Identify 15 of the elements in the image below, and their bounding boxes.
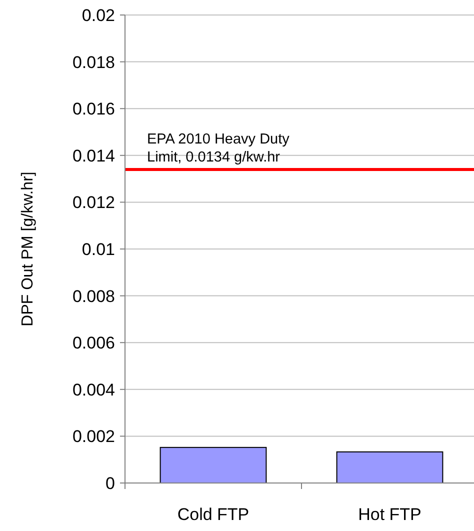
y-tick-label: 0.016 xyxy=(72,100,115,119)
y-tick-label: 0.002 xyxy=(72,427,115,446)
x-tick-label: Hot FTP xyxy=(358,505,422,524)
y-tick-label: 0.018 xyxy=(72,52,115,72)
y-tick-label: 0.006 xyxy=(72,334,115,353)
y-tick-label: 0.01 xyxy=(82,240,115,259)
y-tick-label: 0.02 xyxy=(82,6,115,25)
y-tick-label: 0.008 xyxy=(72,286,115,306)
y-tick-label: 0 xyxy=(106,474,115,493)
y-axis-title: DPF Out PM [g/kw.hr] xyxy=(20,172,37,326)
y-tick-label: 0.004 xyxy=(72,380,115,400)
x-tick-label: Cold FTP xyxy=(177,505,250,524)
y-tick-label: 0.014 xyxy=(72,146,115,166)
ref-line-label: EPA 2010 Heavy Duty Limit, 0.0134 g/kw.hr xyxy=(147,131,290,166)
y-tick-label: 0.012 xyxy=(72,193,115,212)
